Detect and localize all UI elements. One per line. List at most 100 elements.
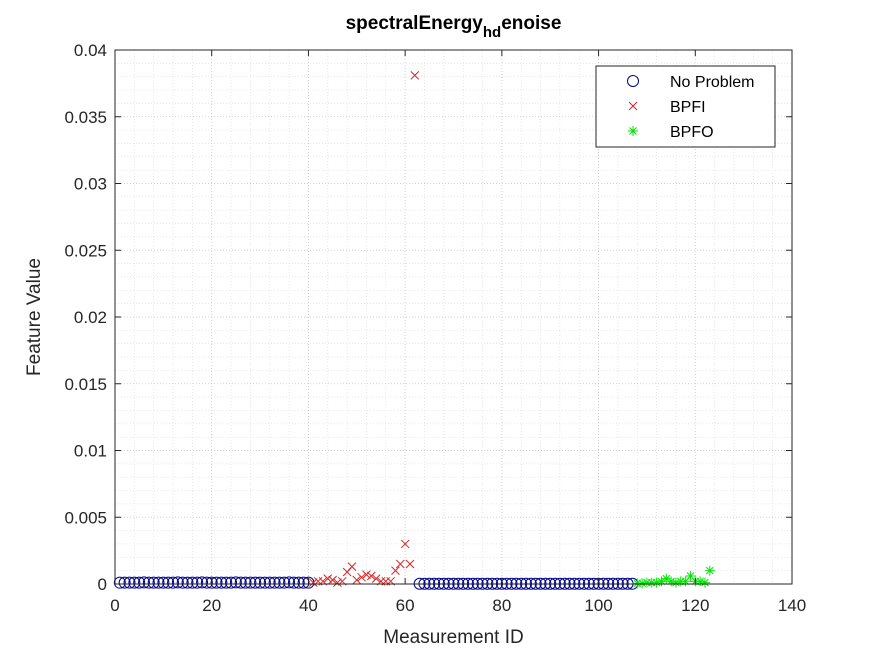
data-point-no-problem — [263, 576, 276, 589]
data-point-bpfo — [637, 578, 648, 589]
y-tick-label: 0.025 — [64, 241, 107, 260]
data-point-bpfi — [400, 539, 410, 549]
y-tick-label: 0.04 — [74, 41, 107, 60]
data-point-bpfo-stroke — [662, 574, 671, 583]
data-point-bpfo-stroke — [638, 579, 646, 588]
data-point-bpfi-stroke — [410, 71, 420, 80]
chart-title-tail: enoise — [501, 13, 561, 34]
data-point-no-problem — [176, 576, 189, 589]
data-point-no-problem — [258, 576, 271, 589]
data-point-bpfi-stroke — [362, 570, 371, 580]
data-point-no-problem — [162, 576, 175, 589]
series-bpfi — [308, 71, 420, 588]
data-point-bpfo — [699, 577, 710, 588]
data-point-no-problem — [297, 576, 310, 589]
data-point-no-problem — [210, 576, 223, 589]
data-point-bpfi — [333, 578, 342, 588]
data-point-bpfo — [704, 565, 715, 576]
data-point-bpfo-stroke — [686, 572, 695, 580]
data-point-bpfi-stroke — [357, 572, 366, 582]
data-point-bpfi — [405, 559, 415, 569]
data-point-no-problem — [292, 576, 305, 589]
data-point-no-problem — [287, 576, 300, 589]
data-point-bpfi — [410, 71, 420, 80]
legend-marker-shape — [628, 126, 638, 136]
data-point-bpfi — [308, 578, 318, 588]
chart-title-main: spectralEnergy — [346, 13, 484, 34]
data-point-bpfo-stroke — [672, 578, 680, 587]
data-point-no-problem — [273, 576, 286, 589]
data-point-bpfi-stroke — [366, 571, 376, 581]
data-point-bpfi — [366, 571, 376, 581]
data-point-bpfi-stroke — [347, 562, 357, 571]
data-point-no-problem — [118, 576, 131, 589]
data-point-bpfi-stroke — [328, 575, 337, 585]
legend-label-bpfi: BPFI — [670, 99, 706, 116]
legend-marker-x-icon — [628, 101, 638, 111]
data-point-no-problem — [167, 576, 180, 589]
legend-entry-bpfo: BPFO — [628, 124, 714, 141]
data-point-bpfi-stroke — [333, 578, 342, 588]
data-point-bpfo-stroke — [701, 578, 709, 587]
data-point-no-problem — [283, 576, 296, 589]
data-point-bpfo-stroke — [652, 578, 661, 587]
legend-entry-bpfi: BPFI — [628, 99, 706, 116]
data-point-no-problem — [225, 576, 238, 589]
x-tick-label: 40 — [299, 596, 318, 615]
data-point-no-problem — [157, 576, 170, 589]
x-tick-label: 100 — [584, 596, 612, 615]
data-point-no-problem — [147, 576, 160, 589]
x-tick-label: 140 — [778, 596, 806, 615]
legend-box — [595, 65, 776, 148]
data-point-bpfi-stroke — [391, 566, 400, 576]
data-point-no-problem — [200, 576, 213, 589]
data-point-bpfi-stroke — [308, 578, 318, 588]
data-point-no-problem — [278, 576, 291, 589]
data-point-no-problem — [138, 576, 151, 589]
data-point-no-problem — [234, 576, 247, 589]
data-point-no-problem — [152, 576, 165, 589]
y-tick-label: 0 — [98, 575, 107, 594]
data-point-no-problem — [254, 576, 267, 589]
data-point-bpfi-stroke — [400, 539, 410, 549]
data-point-bpfi — [395, 559, 405, 569]
data-point-bpfi — [328, 575, 337, 585]
x-tick-label: 60 — [396, 596, 415, 615]
legend-marker-circle-icon — [627, 75, 639, 87]
legend-marker-shape — [628, 101, 638, 111]
y-tick-label: 0.035 — [64, 108, 107, 127]
data-point-no-problem — [244, 576, 257, 589]
data-point-no-problem — [196, 576, 209, 589]
data-point-no-problem — [215, 576, 228, 589]
x-tick-label: 20 — [202, 596, 221, 615]
chart-title: spectralEnergyhdenoise — [346, 13, 562, 41]
data-point-no-problem — [142, 576, 155, 589]
y-tick-label: 0.01 — [74, 442, 107, 461]
data-point-bpfi — [323, 574, 333, 584]
data-point-bpfi-stroke — [371, 574, 381, 584]
data-point-bpfi-stroke — [352, 575, 362, 585]
data-point-no-problem — [123, 576, 136, 589]
legend-marker-shape-stroke — [629, 127, 637, 135]
data-point-no-problem — [249, 576, 262, 589]
data-point-no-problem — [220, 576, 233, 589]
data-point-no-problem — [186, 576, 199, 589]
y-axis-label: Feature Value — [24, 258, 45, 376]
y-tick-label: 0.02 — [74, 308, 107, 327]
legend-marker-asterisk-icon — [628, 126, 638, 136]
axis-ticks: 0 20 40 60 80 100 120 140 0 0.005 0.01 0.015 0.02 0.0… — [64, 41, 806, 615]
data-point-bpfi — [371, 574, 381, 584]
data-point-bpfi — [362, 570, 371, 580]
data-point-bpfi-stroke — [323, 574, 333, 584]
data-point-bpfi — [352, 575, 362, 585]
legend-label-no-problem: No Problem — [670, 74, 754, 91]
series-bpfo — [632, 565, 715, 589]
data-point-bpfi — [357, 572, 366, 582]
y-tick-label: 0.005 — [64, 508, 107, 527]
y-tick-label: 0.015 — [64, 375, 107, 394]
y-tick-label: 0.03 — [74, 175, 107, 194]
data-point-bpfi-stroke — [405, 559, 415, 569]
legend-marker-shape — [627, 75, 639, 87]
data-point-no-problem — [171, 576, 184, 589]
